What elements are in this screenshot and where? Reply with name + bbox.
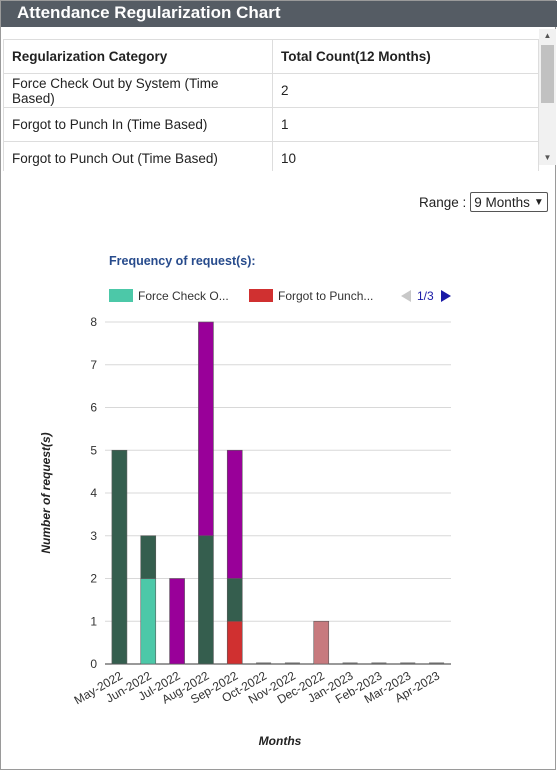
table-scrollbar[interactable]: ▲ ▼ [539, 29, 556, 165]
y-tick-label: 8 [90, 315, 97, 329]
scrollbar-thumb[interactable] [541, 45, 554, 103]
chart-title: Frequency of request(s): [109, 254, 256, 268]
bar-segment[interactable] [198, 535, 214, 665]
legend-label-forgot-to-punch[interactable]: Forgot to Punch... [278, 289, 373, 303]
range-selected-value: 9 Months [474, 194, 530, 210]
bar-zero-marker [429, 662, 445, 664]
count-cell: 1 [272, 107, 539, 142]
table-row: Forgot to Punch Out (Time Based) 10 [3, 141, 539, 171]
category-cell: Force Check Out by System (Time Based) [3, 73, 273, 108]
bar-zero-marker [284, 662, 300, 664]
bar-zero-marker [342, 662, 358, 664]
column-header-total-count: Total Count(12 Months) [272, 39, 539, 74]
regularization-table-container: Regularization Category Total Count(12 M… [3, 39, 539, 171]
bar-segment[interactable] [169, 578, 185, 665]
legend-next-page-icon[interactable] [441, 290, 451, 302]
bar-zero-marker [371, 662, 387, 664]
regularization-table: Regularization Category Total Count(12 M… [3, 39, 539, 171]
y-tick-label: 2 [90, 572, 97, 586]
y-tick-label: 5 [90, 443, 97, 457]
bar-segment[interactable] [111, 449, 128, 665]
y-tick-label: 0 [90, 657, 97, 671]
bar-zero-marker [400, 662, 416, 664]
y-tick-label: 4 [90, 486, 97, 500]
legend-prev-page-icon[interactable] [401, 290, 411, 302]
y-tick-label: 3 [90, 529, 97, 543]
bar-chart: 012345678May-2022Jun-2022Jul-2022Aug-202… [39, 289, 451, 748]
legend-page-indicator: 1/3 [417, 289, 434, 303]
y-axis-title: Number of request(s) [39, 432, 53, 553]
x-axis-title: Months [259, 734, 302, 748]
legend-swatch-forgot-to-punch [249, 289, 273, 302]
legend-label-force-check-out[interactable]: Force Check O... [138, 289, 229, 303]
bar-segment[interactable] [226, 578, 243, 622]
category-cell: Forgot to Punch Out (Time Based) [3, 141, 273, 171]
table-row: Force Check Out by System (Time Based) 2 [3, 73, 539, 108]
y-tick-label: 7 [90, 358, 97, 372]
bar-zero-marker [256, 662, 272, 664]
count-cell: 10 [272, 141, 539, 171]
bar-segment[interactable] [140, 578, 157, 665]
bar-segment[interactable] [226, 449, 243, 579]
table-row: Forgot to Punch In (Time Based) 1 [3, 107, 539, 142]
range-select[interactable]: 9 Months ▼ [470, 192, 548, 212]
chevron-down-icon: ▼ [533, 196, 544, 208]
column-header-category: Regularization Category [3, 39, 273, 74]
legend-swatch-force-check-out [109, 289, 133, 302]
bar-segment[interactable] [198, 321, 214, 537]
y-tick-label: 6 [90, 401, 97, 415]
bar-segment[interactable] [313, 620, 330, 665]
range-control: Range : 9 Months ▼ [419, 192, 548, 212]
table-header-row: Regularization Category Total Count(12 M… [3, 39, 539, 74]
panel-title: Attendance Regularization Chart [1, 1, 557, 27]
range-label: Range : [419, 194, 467, 210]
count-cell: 2 [272, 73, 539, 108]
scroll-up-arrow-icon[interactable]: ▲ [543, 31, 552, 40]
bar-segment[interactable] [226, 620, 243, 665]
category-cell: Forgot to Punch In (Time Based) [3, 107, 273, 142]
scroll-down-arrow-icon[interactable]: ▼ [543, 153, 552, 162]
bar-segment[interactable] [140, 535, 157, 579]
y-tick-label: 1 [90, 614, 97, 628]
